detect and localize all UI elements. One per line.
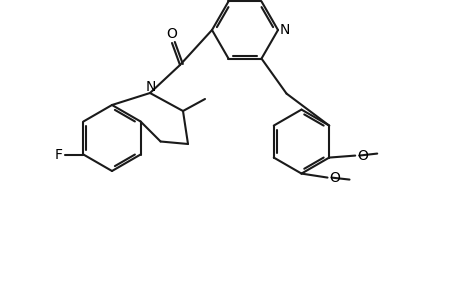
Text: O: O — [356, 148, 367, 163]
Text: N: N — [279, 23, 290, 37]
Text: O: O — [328, 171, 339, 184]
Text: F: F — [54, 148, 62, 161]
Text: O: O — [166, 27, 177, 41]
Text: N: N — [146, 80, 156, 94]
